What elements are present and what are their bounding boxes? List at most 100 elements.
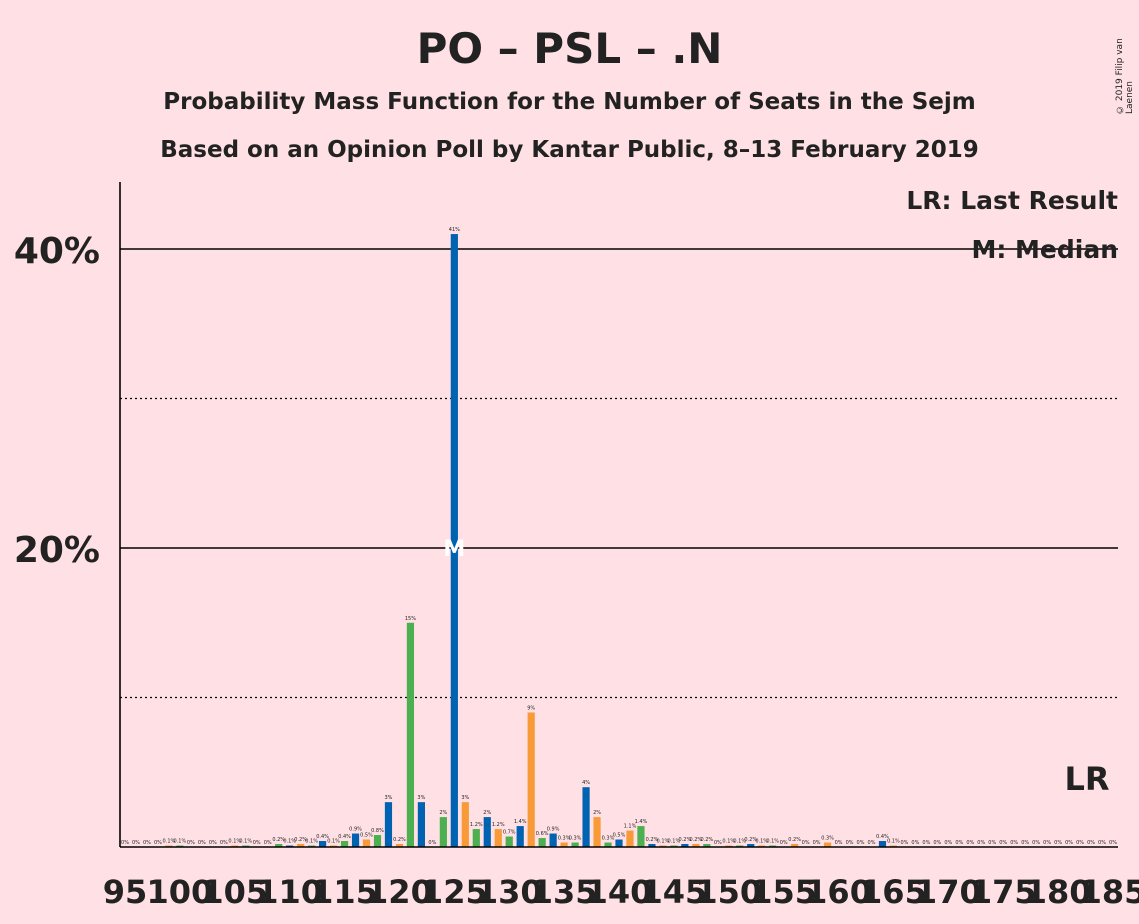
bar-label: 0% <box>988 840 996 846</box>
bar-label: 0% <box>1054 840 1062 846</box>
x-tick-label: 135 <box>531 873 598 911</box>
bar-seat-128 <box>483 817 491 847</box>
bar-label: 0% <box>857 840 865 846</box>
bar-label: 0% <box>1010 840 1018 846</box>
bar-label: 41% <box>449 227 460 233</box>
x-tick-label: 145 <box>640 873 707 911</box>
bar-seat-117 <box>362 839 371 847</box>
bar-seat-146 <box>681 844 689 847</box>
bar-seat-115 <box>340 841 349 847</box>
bar-seat-131 <box>516 826 524 847</box>
bar-labels: 0% 0% 0% 0% 0.1%0.1% 0% 0% 0% 0% 0.1%0.1% 0% 0% 0.2%… <box>121 227 1117 846</box>
bar-label: 0.6% <box>536 831 549 837</box>
bar-label: 0% <box>264 840 272 846</box>
bar-label: 0.1% <box>327 839 340 845</box>
bar-label: 1.4% <box>514 819 527 825</box>
bar-label: 0.1% <box>657 839 670 845</box>
bar-label: 0% <box>780 840 788 846</box>
x-tick-label: 165 <box>860 873 927 911</box>
bar-label: 0% <box>1109 840 1117 846</box>
bar-label: 0.2% <box>700 837 713 843</box>
x-tick-label: 150 <box>695 873 762 911</box>
bar-label: 0.2% <box>393 837 406 843</box>
bar-label: 0% <box>121 840 129 846</box>
bar-label: 0.2% <box>689 837 702 843</box>
bar-label: 0.9% <box>349 827 362 833</box>
x-tick-label: 100 <box>146 873 213 911</box>
bar-label: 0.3% <box>569 836 582 842</box>
bar-label: 0% <box>835 840 843 846</box>
bar-label: 3% <box>417 795 425 801</box>
bar-label: 4% <box>582 780 590 786</box>
bar-label: 1.4% <box>635 819 648 825</box>
bar-label: 0% <box>1098 840 1106 846</box>
bar-seat-111 <box>297 844 305 847</box>
bar-seat-142 <box>637 826 645 847</box>
bar-label: 0.1% <box>887 839 900 845</box>
bar-seat-126 <box>461 802 469 847</box>
bar-label: 0.3% <box>602 836 615 842</box>
bar-label: 0% <box>428 840 436 846</box>
bar-label: 0% <box>900 840 908 846</box>
bar-seat-139 <box>604 842 612 847</box>
bar-label: 0% <box>187 840 195 846</box>
axes <box>119 182 1118 848</box>
bar-label: 0% <box>802 840 810 846</box>
median-marker: M <box>443 537 465 562</box>
bar-label: 0.1% <box>163 839 176 845</box>
bar-seat-129 <box>494 829 502 847</box>
bar-label: 0% <box>714 840 722 846</box>
bar-label: 0.3% <box>821 836 834 842</box>
bar-seat-164 <box>878 841 887 847</box>
x-tick-label: 95 <box>103 873 148 911</box>
chart-title: PO – PSL – .N <box>416 24 723 73</box>
bar-label: 2% <box>439 810 447 816</box>
bar-label: 0% <box>1076 840 1084 846</box>
bar-label: 0% <box>209 840 217 846</box>
bar-label: 0.3% <box>558 836 571 842</box>
bar-label: 0.2% <box>272 837 285 843</box>
bar-label: 0.1% <box>174 839 187 845</box>
bar-label: 0% <box>813 840 821 846</box>
chart-subtitle: Probability Mass Function for the Number… <box>163 89 976 115</box>
bar-label: 0% <box>977 840 985 846</box>
bar-label: 2% <box>593 810 601 816</box>
bar-label: 0% <box>1043 840 1051 846</box>
x-tick-label: 110 <box>256 873 323 911</box>
bar-label: 0.5% <box>613 833 626 839</box>
bar-label: 0% <box>1065 840 1073 846</box>
bars: M <box>165 234 898 848</box>
bar-seat-116 <box>351 833 360 847</box>
legend-median: M: Median <box>971 235 1118 264</box>
bar-seat-135 <box>560 842 568 847</box>
bar-seat-119 <box>384 802 393 847</box>
bar-label: 0.4% <box>876 834 889 840</box>
x-tick-label: 120 <box>366 873 433 911</box>
bar-label: 0% <box>198 840 206 846</box>
x-tick-label: 185 <box>1080 873 1139 911</box>
bar-seat-143 <box>648 844 656 847</box>
bar-label: 15% <box>405 616 416 622</box>
grid-lines <box>120 248 1118 699</box>
bar-label: 0% <box>154 840 162 846</box>
x-tick-label: 105 <box>201 873 268 911</box>
x-tick-label: 155 <box>750 873 817 911</box>
bar-label: 3% <box>384 795 392 801</box>
bar-label: 0.2% <box>788 837 801 843</box>
bar-seat-124 <box>439 817 447 847</box>
last-result-marker: LR <box>1065 760 1110 798</box>
bar-label: 0.2% <box>744 837 757 843</box>
bar-label: 1.1% <box>624 824 637 830</box>
bar-label: 0.1% <box>733 839 746 845</box>
bar-seat-148 <box>703 844 711 847</box>
bar-label: 0.7% <box>503 830 516 836</box>
bar-label: 9% <box>527 705 535 711</box>
bar-label: 1.2% <box>492 822 505 828</box>
legend: LR: Last Result M: Median <box>906 186 1118 264</box>
bar-seat-118 <box>373 835 382 847</box>
bar-seat-127 <box>472 829 480 847</box>
x-tick-label: 175 <box>970 873 1037 911</box>
bar-label: 0% <box>1087 840 1095 846</box>
bar-label: 0% <box>253 840 261 846</box>
